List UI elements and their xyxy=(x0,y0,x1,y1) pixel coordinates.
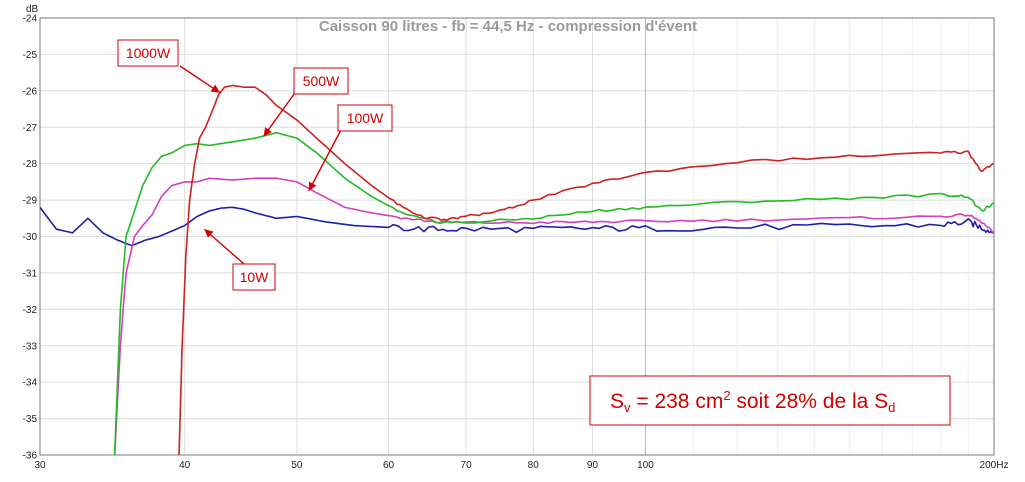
y-tick-label: -33 xyxy=(23,341,38,352)
x-tick-label: 100 xyxy=(637,460,654,471)
x-tick-label: 70 xyxy=(461,460,473,471)
y-tick-label: -30 xyxy=(23,232,38,243)
annotation-label: 10W xyxy=(240,269,270,285)
annotation-label: 100W xyxy=(347,110,384,126)
annotation-arrow xyxy=(203,228,245,265)
y-tick-label: -24 xyxy=(23,14,38,25)
note-sd-subscript: d xyxy=(888,400,895,415)
note-sv-symbol: S xyxy=(610,390,624,413)
annotations: 1000W 500W 100W 10W xyxy=(117,39,393,291)
annotation-label: 500W xyxy=(303,73,340,89)
annotation-box xyxy=(293,67,349,95)
x-tick-label: 200Hz xyxy=(980,460,1009,471)
y-tick-label: -31 xyxy=(23,268,38,279)
series-line-500w xyxy=(113,131,994,455)
y-axis-label: dB xyxy=(26,4,39,15)
y-tick-label: -25 xyxy=(23,50,38,61)
y-tick-label: -32 xyxy=(23,305,38,316)
annotation-label: 1000W xyxy=(126,45,171,61)
axes: -24 -25 -26 -27 -28 -29 -30 -31 -32 -33 -34 -35 -363… xyxy=(23,14,1009,472)
annotation-arrow xyxy=(263,89,298,137)
annotation-box xyxy=(117,39,179,67)
annotation-box xyxy=(232,263,276,291)
note-body: = 238 cm xyxy=(631,390,724,413)
annotation-arrow xyxy=(179,65,221,94)
y-tick-label: -35 xyxy=(23,414,38,425)
y-tick-label: -34 xyxy=(23,378,38,389)
y-tick-label: -27 xyxy=(23,123,38,134)
y-tick-label: -26 xyxy=(23,86,38,97)
note-sv-subscript: v xyxy=(624,400,631,415)
series-line-1000w xyxy=(178,84,994,455)
y-tick-label: -29 xyxy=(23,196,38,207)
y-tick-label: -28 xyxy=(23,159,38,170)
note-text: Sv = 238 cm2 soit 28% de la Sd xyxy=(610,388,895,415)
x-tick-label: 40 xyxy=(179,460,191,471)
x-tick-label: 30 xyxy=(34,460,46,471)
note-box-border xyxy=(589,375,951,426)
chart-title: Caisson 90 litres - fb = 44,5 Hz - compr… xyxy=(319,18,697,35)
x-tick-label: 80 xyxy=(528,460,540,471)
x-tick-label: 60 xyxy=(383,460,395,471)
series-line-10w xyxy=(40,206,994,247)
vent-area-note: Sv = 238 cm2 soit 28% de la Sd xyxy=(589,375,951,426)
series-line-100w xyxy=(113,177,994,455)
x-tick-label: 50 xyxy=(291,460,303,471)
y-tick-label: -36 xyxy=(23,451,38,462)
note-superscript: 2 xyxy=(723,388,730,403)
annotation-arrow xyxy=(308,127,343,192)
note-tail: soit 28% de la S xyxy=(731,390,889,413)
series-lines xyxy=(40,84,994,455)
annotation-box xyxy=(337,104,393,132)
x-tick-label: 90 xyxy=(587,460,599,471)
plot-frame xyxy=(39,17,995,456)
